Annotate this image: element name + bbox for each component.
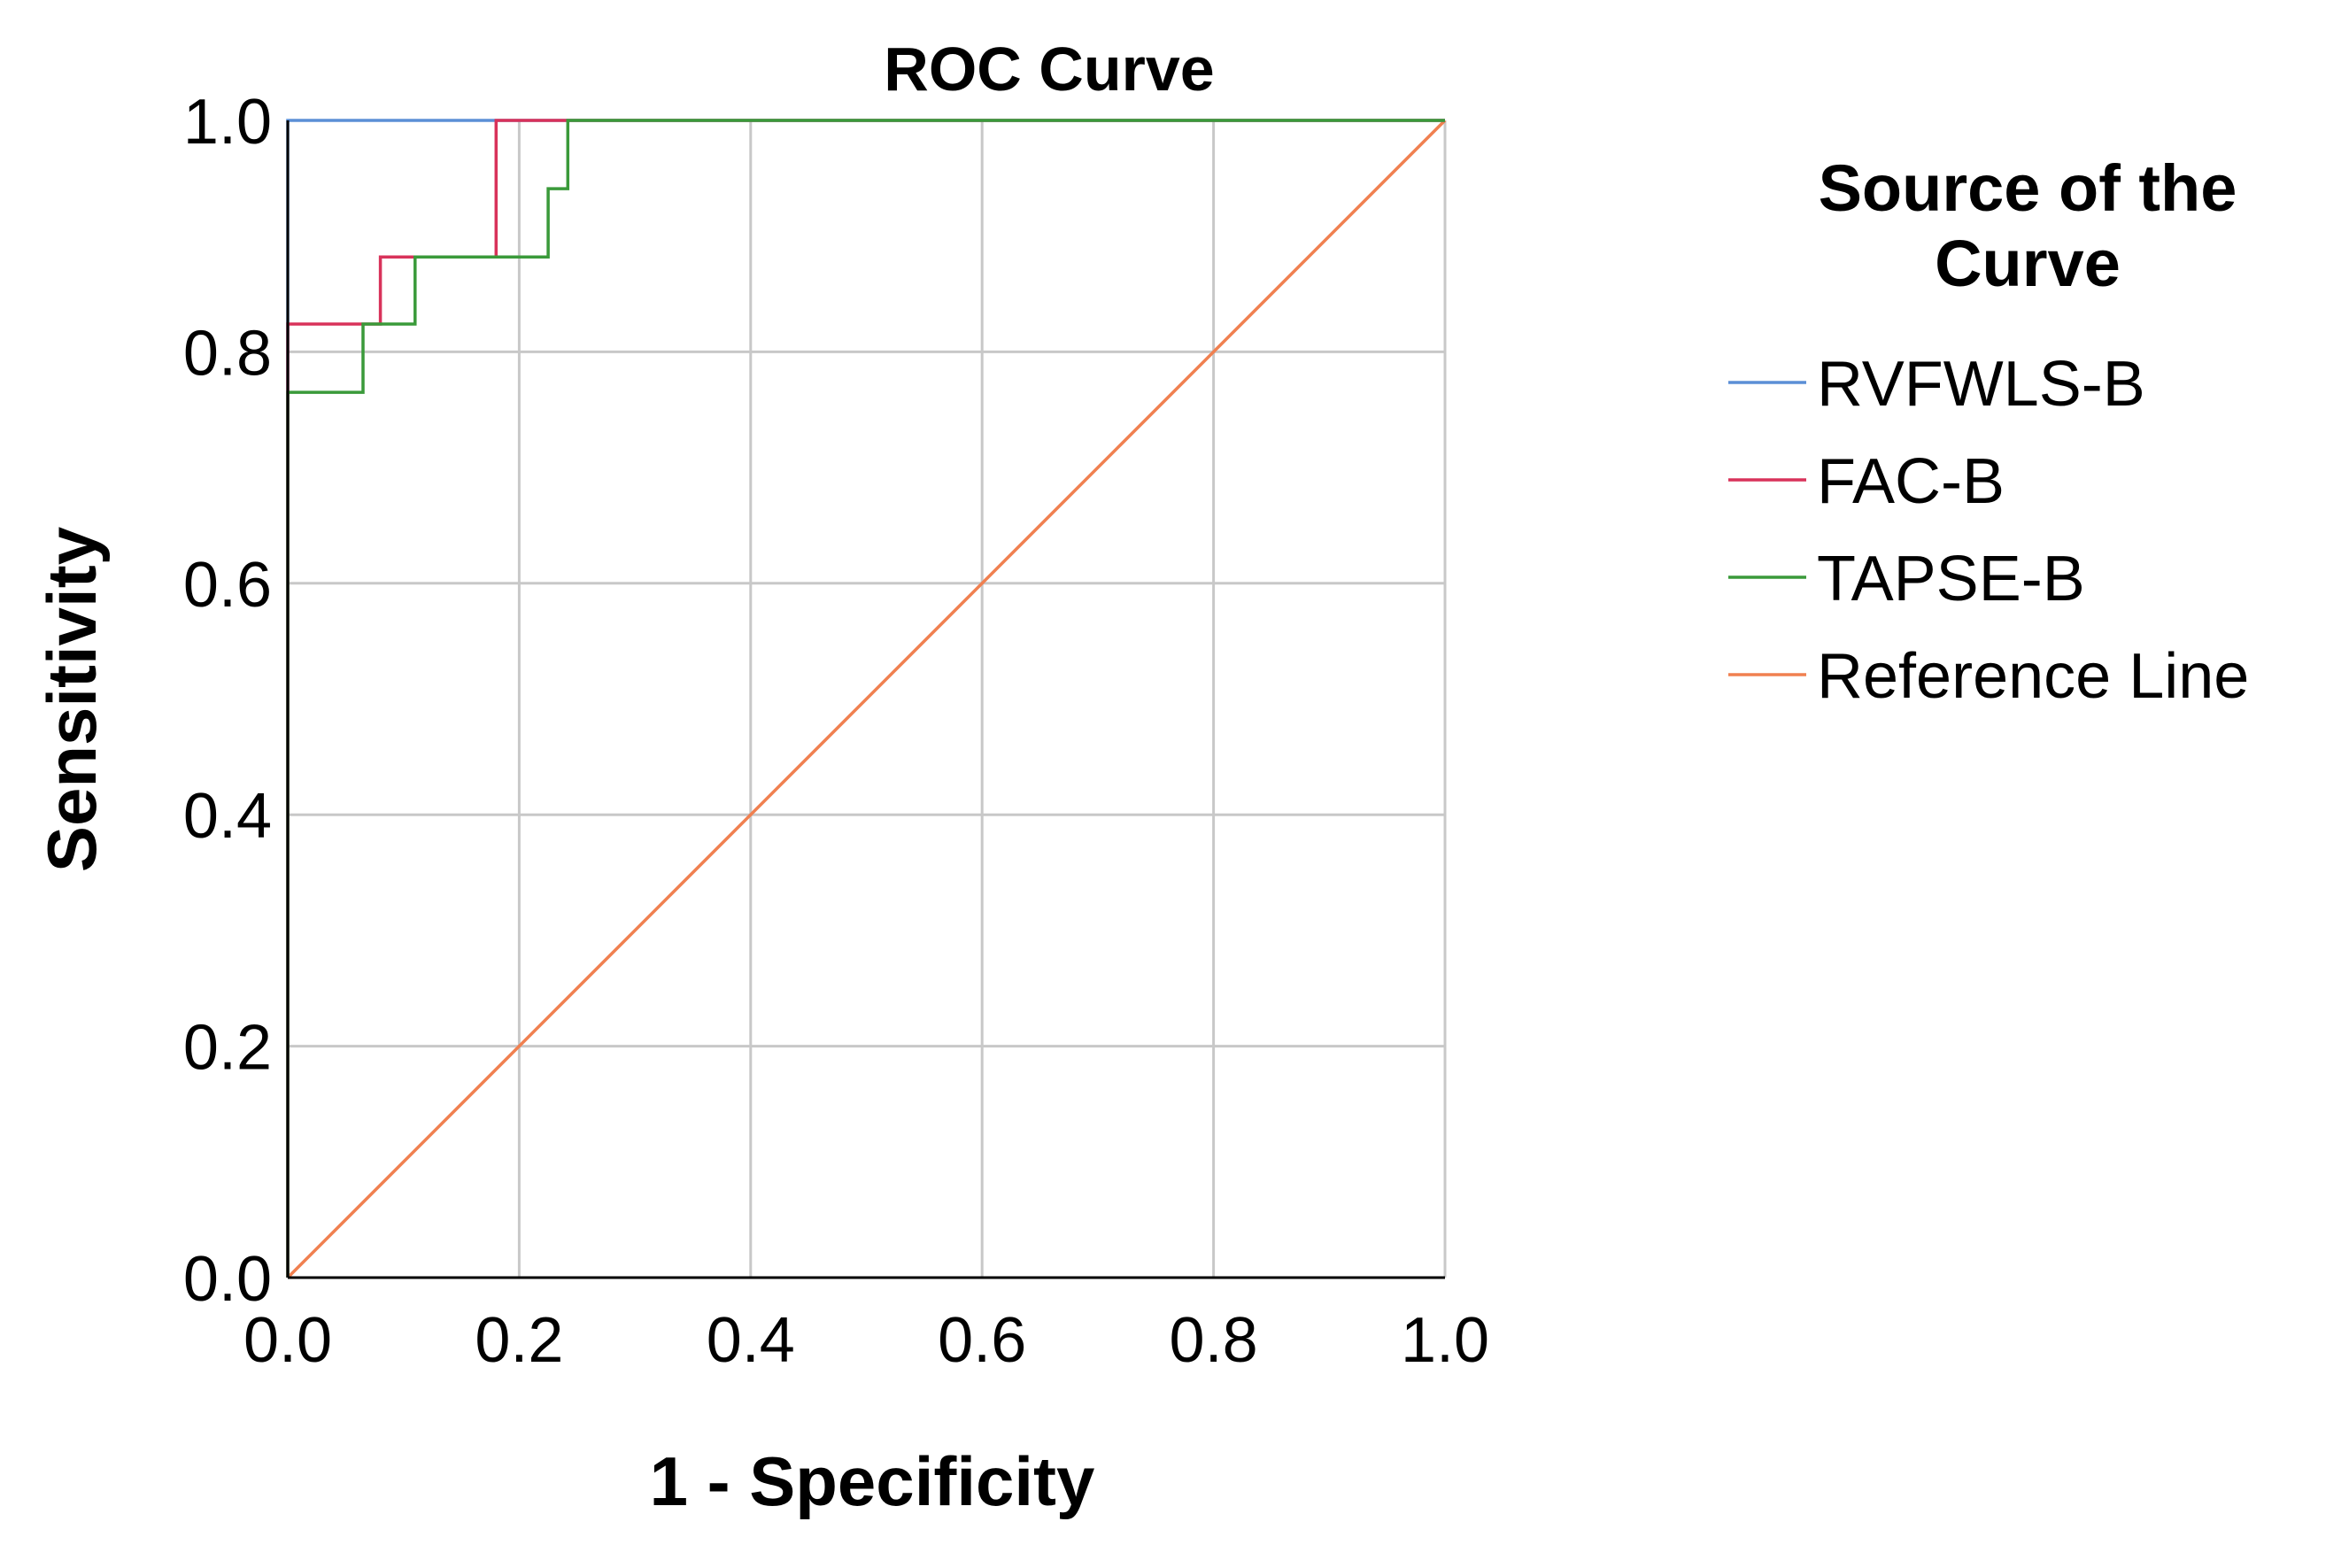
y-tick-label: 0.4 — [183, 781, 272, 852]
y-tick-label: 0.0 — [183, 1244, 272, 1315]
x-tick-label: 0.2 — [475, 1305, 563, 1376]
x-tick-label: 1.0 — [1401, 1305, 1489, 1376]
legend-title-line-2: Curve — [1935, 227, 2121, 300]
y-axis-label: Sensitivity — [33, 527, 111, 872]
x-tick-label: 0.8 — [1170, 1305, 1258, 1376]
legend-entries: RVFWLS-B FAC-B TAPSE-B Reference Line — [1728, 349, 2249, 712]
legend-label-tapse-b: TAPSE-B — [1817, 544, 2085, 614]
chart-title: ROC Curve — [884, 35, 1214, 104]
x-axis-label: 1 - Specificity — [650, 1442, 1095, 1520]
x-tick-label: 0.6 — [938, 1305, 1026, 1376]
axes-layer — [286, 120, 1445, 1279]
series-layer — [286, 119, 1447, 1279]
x-tick-label: 0.4 — [707, 1305, 795, 1376]
ticks-layer: 0.0 0.2 0.4 0.6 0.8 1.0 0.0 0.2 0.4 0.6 0.8 1.0 — [183, 87, 1489, 1376]
series-line-reference-line — [286, 119, 1447, 1279]
y-tick-label: 0.6 — [183, 550, 272, 621]
series-line-tapse-b — [286, 119, 1445, 1278]
x-tick-label: 0.0 — [243, 1305, 332, 1376]
y-tick-label: 0.2 — [183, 1013, 272, 1084]
legend: Source of the Curve RVFWLS-B FAC-B TAPSE-B… — [1728, 151, 2249, 712]
y-tick-label: 1.0 — [183, 87, 272, 158]
legend-label-fac-b: FAC-B — [1817, 446, 2005, 517]
legend-label-rvfwls-b: RVFWLS-B — [1817, 349, 2145, 420]
y-tick-label: 0.8 — [183, 318, 272, 389]
legend-title-line-1: Source of the — [1819, 151, 2237, 225]
legend-label-reference-line: Reference Line — [1817, 641, 2249, 712]
